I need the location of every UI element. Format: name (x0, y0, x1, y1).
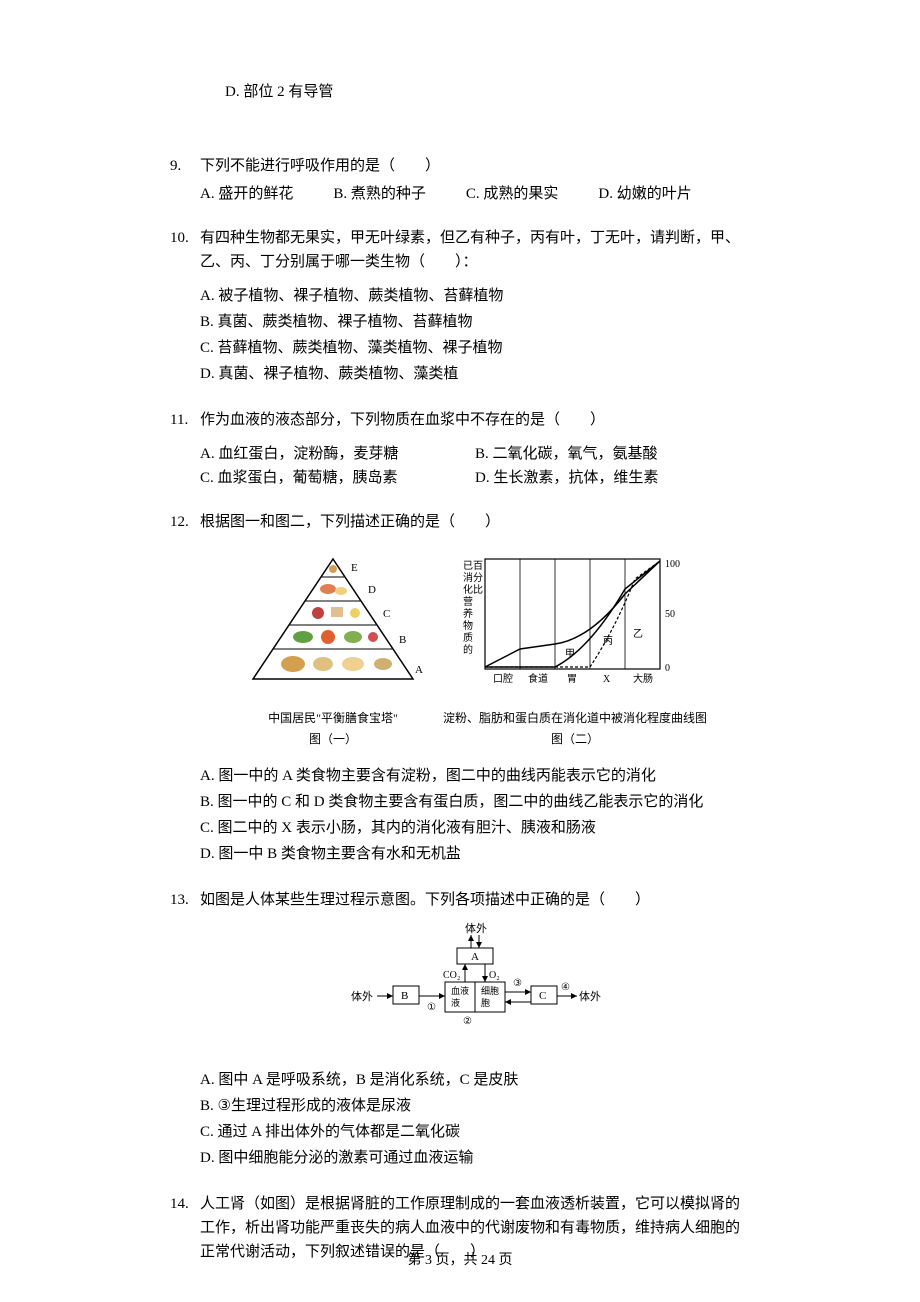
svg-text:的: 的 (463, 643, 473, 656)
svg-text:体外: 体外 (351, 989, 373, 1003)
svg-text:④: ④ (561, 982, 570, 993)
q10-option-b: B. 真菌、蕨类植物、裸子植物、苔藓植物 (200, 310, 750, 334)
svg-text:胞: 胞 (481, 997, 490, 1008)
svg-text:E: E (351, 562, 358, 574)
svg-text:①: ① (427, 1002, 436, 1013)
q10-option-c: C. 苔藓植物、蕨类植物、藻类植物、裸子植物 (200, 336, 750, 360)
q11-option-c: C. 血浆蛋白，葡萄糖，胰岛素 (200, 466, 475, 490)
svg-text:大肠: 大肠 (633, 672, 653, 685)
svg-text:A: A (471, 951, 479, 963)
q10-option-a: A. 被子植物、裸子植物、蕨类植物、苔藓植物 (200, 284, 750, 308)
svg-text:0: 0 (665, 663, 670, 674)
question-11: 11. 作为血液的液态部分，下列物质在血浆中不存在的是（ ） A. 血红蛋白，淀… (170, 408, 750, 490)
svg-text:分: 分 (473, 572, 483, 584)
q12-figure-2: 100 50 0 甲 丙 乙 已 消 化 营 养 (443, 549, 707, 749)
svg-text:X: X (603, 674, 611, 685)
q10-number: 10. (170, 226, 200, 388)
svg-text:养: 养 (463, 607, 473, 620)
q10-option-d: D. 真菌、裸子植物、蕨类植物、藻类植 (200, 362, 750, 386)
svg-text:B: B (401, 990, 408, 1002)
q13-option-c: C. 通过 A 排出体外的气体都是二氧化碳 (200, 1120, 750, 1144)
svg-text:B: B (399, 634, 406, 646)
q8-option-d: D. 部位 2 有导管 (225, 80, 750, 104)
svg-text:③: ③ (513, 978, 522, 989)
svg-text:质: 质 (463, 632, 473, 644)
q11-number: 11. (170, 408, 200, 490)
svg-text:②: ② (463, 1016, 472, 1027)
q12-fig1-caption-top: 中国居民"平衡膳食宝塔" (243, 709, 423, 728)
q9-number: 9. (170, 154, 200, 206)
q9-option-b: B. 煮熟的种子 (333, 182, 426, 206)
svg-text:CO₂: CO₂ (443, 970, 460, 981)
q9-option-d: D. 幼嫩的叶片 (598, 182, 691, 206)
page-footer: 第 3 页，共 24 页 (0, 1250, 920, 1272)
q12-fig2-caption-top: 淀粉、脂肪和蛋白质在消化道中被消化程度曲线图 (443, 709, 707, 728)
svg-text:C: C (539, 990, 546, 1002)
svg-text:O₂: O₂ (489, 970, 500, 981)
svg-text:营: 营 (463, 595, 473, 608)
q12-fig1-caption-bottom: 图（一） (243, 730, 423, 749)
question-12: 12. 根据图一和图二，下列描述正确的是（ ） (170, 510, 750, 868)
svg-text:C: C (383, 608, 390, 620)
svg-text:乙: 乙 (633, 628, 643, 640)
q13-stem: 如图是人体某些生理过程示意图。下列各项描述中正确的是（ ） (200, 888, 750, 912)
q9-option-a: A. 盛开的鲜花 (200, 182, 293, 206)
q13-diagram: 体外 A CO₂ O₂ 体外 B (345, 920, 605, 1050)
svg-text:口腔: 口腔 (493, 672, 513, 685)
q12-option-a: A. 图一中的 A 类食物主要含有淀粉，图二中的曲线丙能表示它的消化 (200, 764, 750, 788)
svg-text:比: 比 (473, 584, 483, 596)
q9-option-c: C. 成熟的果实 (466, 182, 559, 206)
q11-option-b: B. 二氧化碳，氧气，氨基酸 (475, 442, 750, 466)
svg-text:液: 液 (451, 997, 460, 1008)
q12-stem: 根据图一和图二，下列描述正确的是（ ） (200, 510, 750, 534)
svg-text:已: 已 (463, 561, 473, 572)
svg-text:百: 百 (473, 560, 483, 572)
q12-option-c: C. 图二中的 X 表示小肠，其内的消化液有胆汁、胰液和肠液 (200, 816, 750, 840)
svg-text:胃: 胃 (567, 673, 577, 685)
question-9: 9. 下列不能进行呼吸作用的是（ ） A. 盛开的鲜花 B. 煮熟的种子 C. … (170, 154, 750, 206)
q13-option-d: D. 图中细胞能分泌的激素可通过血液运输 (200, 1146, 750, 1170)
svg-text:细胞: 细胞 (481, 985, 499, 996)
q12-option-b: B. 图一中的 C 和 D 类食物主要含有蛋白质，图二中的曲线乙能表示它的消化 (200, 790, 750, 814)
question-10: 10. 有四种生物都无果实，甲无叶绿素，但乙有种子，丙有叶，丁无叶，请判断，甲、… (170, 226, 750, 388)
q12-fig2-caption-bottom: 图（二） (443, 730, 707, 749)
svg-text:A: A (415, 664, 423, 676)
svg-text:D: D (368, 584, 376, 596)
q11-option-a: A. 血红蛋白，淀粉酶，麦芽糖 (200, 442, 475, 466)
q13-option-b: B. ③生理过程形成的液体是尿液 (200, 1094, 750, 1118)
svg-text:50: 50 (665, 609, 675, 620)
svg-text:食道: 食道 (528, 672, 548, 685)
svg-text:体外: 体外 (579, 989, 601, 1003)
svg-text:甲: 甲 (565, 649, 575, 660)
q11-stem: 作为血液的液态部分，下列物质在血浆中不存在的是（ ） (200, 408, 750, 432)
q12-number: 12. (170, 510, 200, 868)
q10-stem: 有四种生物都无果实，甲无叶绿素，但乙有种子，丙有叶，丁无叶，请判断，甲、乙、丙、… (200, 226, 750, 274)
q11-option-d: D. 生长激素，抗体，维生素 (475, 466, 750, 490)
svg-text:100: 100 (665, 559, 680, 570)
svg-text:丙: 丙 (603, 636, 613, 647)
svg-text:物: 物 (463, 619, 473, 632)
svg-text:体外: 体外 (465, 921, 487, 935)
svg-text:化: 化 (463, 583, 473, 596)
svg-text:消: 消 (463, 571, 473, 584)
q13-number: 13. (170, 888, 200, 1172)
svg-text:血液: 血液 (451, 985, 469, 996)
q12-figure-1: E D C B A 中国居民"平衡膳食宝塔" 图（一） (243, 549, 423, 749)
q9-stem: 下列不能进行呼吸作用的是（ ） (200, 154, 750, 178)
q12-option-d: D. 图一中 B 类食物主要含有水和无机盐 (200, 842, 750, 866)
question-13: 13. 如图是人体某些生理过程示意图。下列各项描述中正确的是（ ） 体外 A C… (170, 888, 750, 1172)
q13-option-a: A. 图中 A 是呼吸系统，B 是消化系统，C 是皮肤 (200, 1068, 750, 1092)
